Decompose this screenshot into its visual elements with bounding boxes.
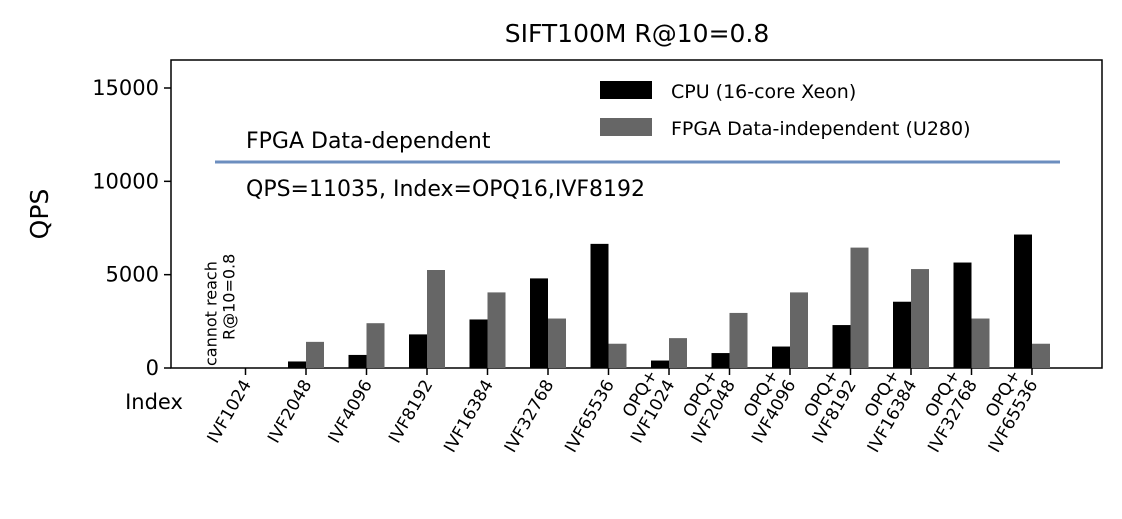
reference-label-above: FPGA Data-dependent bbox=[246, 129, 491, 154]
x-tick-label: OPQ+IVF65536 bbox=[967, 367, 1042, 457]
bar-fpga bbox=[850, 247, 869, 368]
bar-cpu bbox=[409, 334, 427, 368]
bars bbox=[288, 234, 1050, 368]
bar-fpga bbox=[608, 343, 627, 368]
bar-cpu bbox=[288, 361, 306, 368]
bar-fpga bbox=[366, 323, 385, 368]
y-tick-label: 0 bbox=[146, 356, 159, 380]
bar-cpu bbox=[772, 346, 790, 368]
x-tick-label: IVF2048 bbox=[264, 377, 316, 447]
bar-cpu bbox=[651, 360, 669, 368]
bar-cpu bbox=[832, 325, 851, 368]
x-tick-label: IVF32768 bbox=[501, 377, 559, 457]
bar-fpga bbox=[1032, 343, 1050, 368]
plot-frame bbox=[170, 59, 1103, 369]
bar-fpga bbox=[427, 270, 445, 368]
y-tick-label: 15000 bbox=[92, 76, 159, 100]
annotations: cannot reachR@10=0.8 bbox=[202, 254, 239, 366]
x-tick-label: OPQ+IVF4096 bbox=[731, 367, 800, 447]
y-tick-label: 10000 bbox=[92, 169, 159, 193]
bar-cpu bbox=[953, 262, 972, 368]
x-axis: IVF1024 IVF2048 IVF4096 IVF8192 IVF16384 IVF3… bbox=[204, 367, 1043, 457]
x-tick-label: OPQ+IVF1024 bbox=[610, 367, 679, 447]
x-tick-label: OPQ+IVF16384 bbox=[846, 367, 921, 457]
legend-label: CPU (16-core Xeon) bbox=[671, 81, 856, 103]
x-tick-label-line: IVF1024 bbox=[204, 377, 256, 447]
x-tick-label-line: IVF32768 bbox=[501, 377, 559, 457]
x-tick-label-line: IVF8192 bbox=[385, 377, 437, 447]
bar-cpu bbox=[590, 243, 609, 368]
legend-label: FPGA Data-independent (U280) bbox=[671, 118, 971, 140]
y-axis-label: QPS bbox=[25, 189, 54, 240]
bar-fpga bbox=[487, 292, 506, 368]
bar-fpga bbox=[669, 338, 687, 368]
x-tick-label: IVF4096 bbox=[325, 377, 377, 447]
y-tick-label: 5000 bbox=[106, 263, 159, 287]
bar-fpga bbox=[790, 292, 808, 368]
reference-line-group: FPGA Data-dependent QPS=11035, Index=OPQ1… bbox=[215, 129, 1060, 202]
bar-fpga bbox=[971, 318, 990, 368]
bar-fpga bbox=[306, 341, 324, 368]
bar-cpu bbox=[893, 301, 911, 368]
x-tick-label: OPQ+IVF2048 bbox=[670, 367, 739, 447]
x-tick-label: IVF65536 bbox=[561, 377, 619, 457]
bar-cpu bbox=[1014, 234, 1032, 368]
bar-cpu bbox=[348, 354, 367, 368]
x-axis-label: Index bbox=[125, 390, 183, 414]
x-tick-label: OPQ+IVF32768 bbox=[907, 367, 982, 457]
annotation-line: cannot reach bbox=[202, 261, 221, 366]
annotation-line: R@10=0.8 bbox=[220, 254, 239, 340]
x-tick-label-line: IVF65536 bbox=[561, 377, 619, 457]
x-tick-label: IVF1024 bbox=[204, 377, 256, 447]
legend: CPU (16-core Xeon) FPGA Data-independent … bbox=[600, 81, 971, 140]
reference-label-below: QPS=11035, Index=OPQ16,IVF8192 bbox=[246, 177, 645, 202]
x-tick-label-line: IVF16384 bbox=[440, 377, 498, 457]
x-tick-label: IVF8192 bbox=[385, 377, 437, 447]
x-tick-label-line: IVF4096 bbox=[325, 377, 377, 447]
bar-cpu bbox=[469, 319, 488, 368]
x-tick-label: IVF16384 bbox=[440, 377, 498, 457]
y-axis: 0 5000 10000 15000 bbox=[92, 76, 171, 380]
x-tick-label: OPQ+IVF8192 bbox=[791, 367, 860, 447]
annotation: cannot reachR@10=0.8 bbox=[202, 254, 239, 366]
legend-swatch bbox=[600, 81, 652, 99]
x-tick-label-line: IVF2048 bbox=[264, 377, 316, 447]
bar-fpga bbox=[911, 269, 929, 368]
chart-title: SIFT100M R@10=0.8 bbox=[505, 19, 770, 48]
bar-cpu bbox=[530, 278, 548, 368]
bar-cpu bbox=[711, 353, 730, 368]
bar-fpga bbox=[548, 318, 566, 368]
legend-swatch bbox=[600, 118, 652, 136]
bar-fpga bbox=[729, 312, 748, 368]
